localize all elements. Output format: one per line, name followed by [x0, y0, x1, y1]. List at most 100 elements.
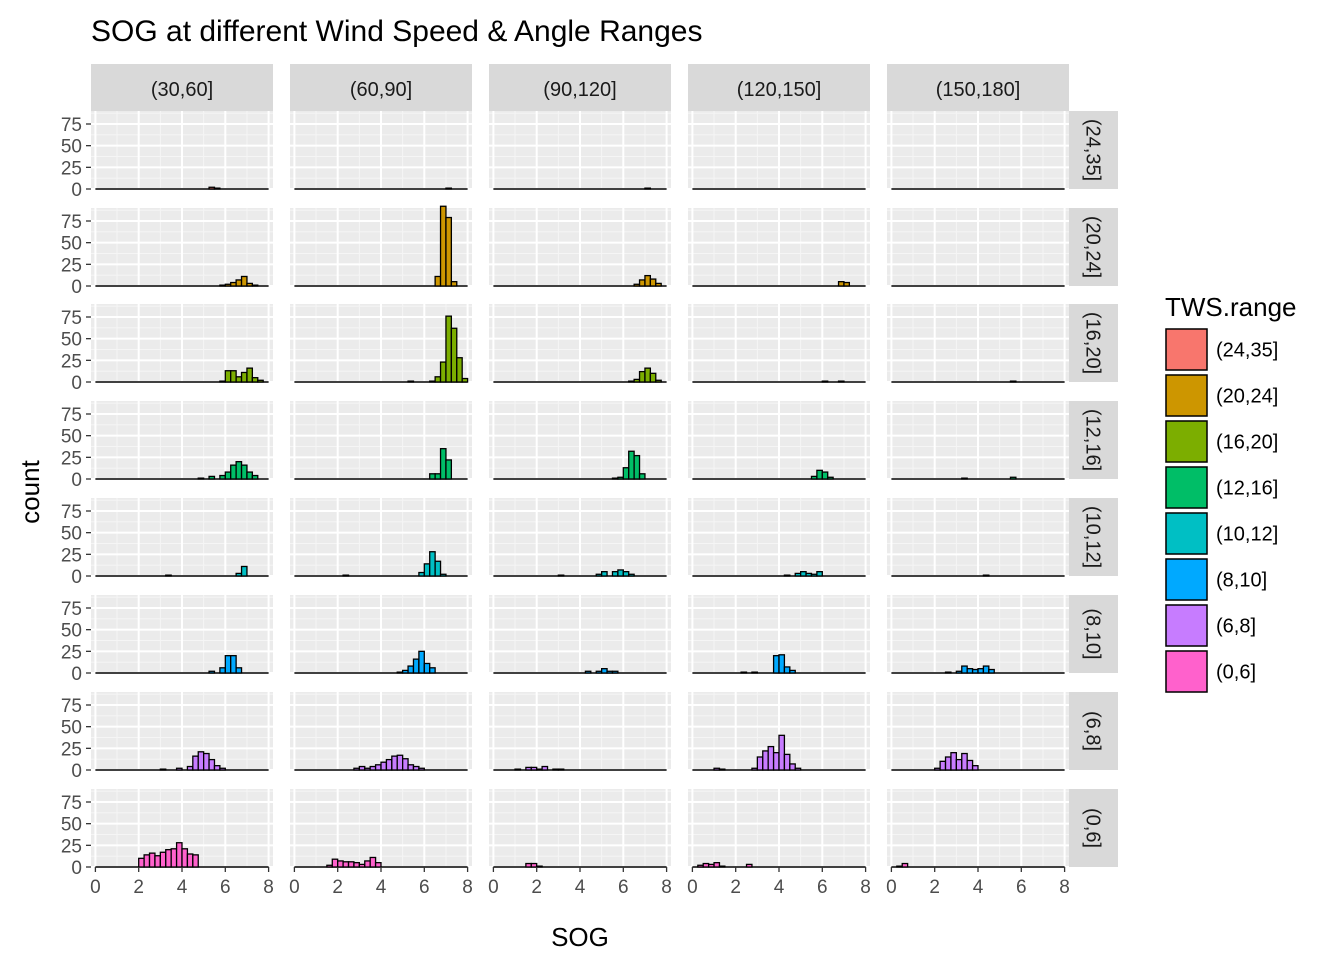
histogram-bar: [364, 860, 371, 868]
x-tick-label: 2: [730, 877, 741, 898]
legend-key-swatch: [1165, 650, 1208, 693]
histogram-bar: [767, 745, 775, 771]
histogram-bar: [837, 281, 845, 287]
histogram-bar: [401, 669, 409, 674]
y-tick-label: 25: [61, 642, 82, 663]
histogram-bar: [896, 865, 903, 868]
histogram-bar: [391, 755, 398, 771]
histogram-bar: [347, 861, 355, 868]
histogram-bar: [617, 476, 624, 480]
histogram-bar: [541, 765, 549, 771]
x-tick-label: 8: [860, 877, 871, 898]
histogram-bar: [240, 275, 248, 287]
histogram-bar: [955, 670, 963, 674]
column-strip: [489, 64, 671, 111]
histogram-bar: [944, 671, 952, 674]
histogram-bar: [628, 450, 635, 480]
histogram-bar: [707, 863, 715, 868]
histogram-bar: [434, 473, 442, 480]
histogram-bar: [939, 760, 947, 771]
histogram-bar: [778, 654, 786, 674]
y-tick-label: 50: [61, 621, 82, 642]
histogram-bar: [810, 573, 818, 577]
legend-key-swatch: [1165, 558, 1208, 601]
histogram-bar: [208, 758, 216, 771]
histogram-bar: [617, 569, 624, 577]
histogram-bar: [633, 454, 641, 480]
x-tick-label: 0: [90, 877, 101, 898]
histogram-bar: [536, 865, 543, 868]
histogram-bar: [208, 475, 216, 480]
legend: TWS.range (24,35] (20,24] (16,20] (12,16] (1…: [1165, 292, 1297, 693]
y-tick-label: 0: [71, 567, 82, 588]
histogram-bar: [697, 864, 704, 868]
histogram-bar: [251, 474, 259, 480]
histogram-bar: [843, 281, 851, 287]
histogram-bar: [655, 282, 662, 287]
histogram-bar: [219, 284, 226, 287]
y-tick-label: 50: [61, 524, 82, 545]
legend-key-swatch: [1165, 604, 1208, 647]
histogram-bar: [530, 766, 538, 771]
y-tick-label: 0: [71, 277, 82, 298]
x-tick-label: 0: [289, 877, 300, 898]
histogram-bar: [396, 671, 404, 674]
histogram-bar: [977, 668, 985, 674]
legend-entry-label: (12,16]: [1216, 478, 1278, 500]
histogram-bar: [955, 758, 963, 771]
histogram-bar: [369, 856, 377, 868]
histogram-bar: [197, 751, 205, 771]
x-tick-label: 6: [1016, 877, 1027, 898]
x-tick-label: 2: [332, 877, 343, 898]
x-tick-label: 0: [687, 877, 698, 898]
histogram-bar: [805, 572, 813, 577]
histogram-bar: [434, 560, 442, 577]
panels-layer: (30,60] (60,90] (90,120] (120,150] (150,180]…: [61, 64, 1118, 898]
column-strip: [688, 64, 870, 111]
histogram-bar: [401, 758, 409, 771]
histogram-bar: [762, 750, 769, 771]
histogram-bar: [745, 863, 753, 868]
row-strip-label: (12,16]: [1082, 409, 1104, 471]
x-tick-label: 8: [661, 877, 672, 898]
histogram-bar: [246, 471, 254, 480]
row-strip: [1069, 401, 1118, 479]
x-tick-label: 8: [263, 877, 274, 898]
histogram-bar: [230, 370, 237, 383]
legend-entry-label: (0,6]: [1216, 662, 1256, 684]
histogram-bar: [638, 473, 646, 480]
histogram-bar: [794, 572, 802, 577]
row-strip: [1069, 208, 1118, 286]
histogram-bar: [628, 573, 635, 577]
row-strip-label: (24,35]: [1082, 119, 1104, 181]
row-strip-label: (0,6]: [1082, 808, 1104, 848]
column-strip: [290, 64, 472, 111]
y-tick-label: 75: [61, 793, 82, 814]
row-strip: [1069, 789, 1118, 867]
histogram-bar: [450, 281, 458, 287]
histogram-bar: [224, 471, 232, 480]
histogram-bar: [655, 379, 662, 383]
x-tick-label: 4: [973, 877, 984, 898]
histogram-bar: [251, 284, 259, 287]
histogram-bar: [429, 380, 436, 383]
y-tick-label: 50: [61, 137, 82, 158]
column-strip-label: (150,180]: [936, 79, 1021, 101]
y-tick-label: 25: [61, 448, 82, 469]
histogram-bar: [337, 860, 344, 868]
histogram-bar: [702, 862, 710, 868]
histogram-bar: [154, 855, 161, 868]
histogram-bar: [456, 357, 463, 383]
y-tick-label: 0: [71, 664, 82, 685]
y-tick-label: 25: [61, 545, 82, 566]
histogram-bar: [837, 380, 845, 383]
legend-entry-label: (8,10]: [1216, 570, 1267, 592]
histogram-bar: [950, 752, 957, 771]
y-tick-label: 50: [61, 234, 82, 255]
histogram-bar: [644, 367, 652, 383]
x-tick-label: 2: [929, 877, 940, 898]
y-tick-label: 0: [71, 373, 82, 394]
histogram-bar: [595, 670, 603, 674]
histogram-bar: [165, 849, 172, 868]
legend-entry-label: (24,35]: [1216, 340, 1278, 362]
